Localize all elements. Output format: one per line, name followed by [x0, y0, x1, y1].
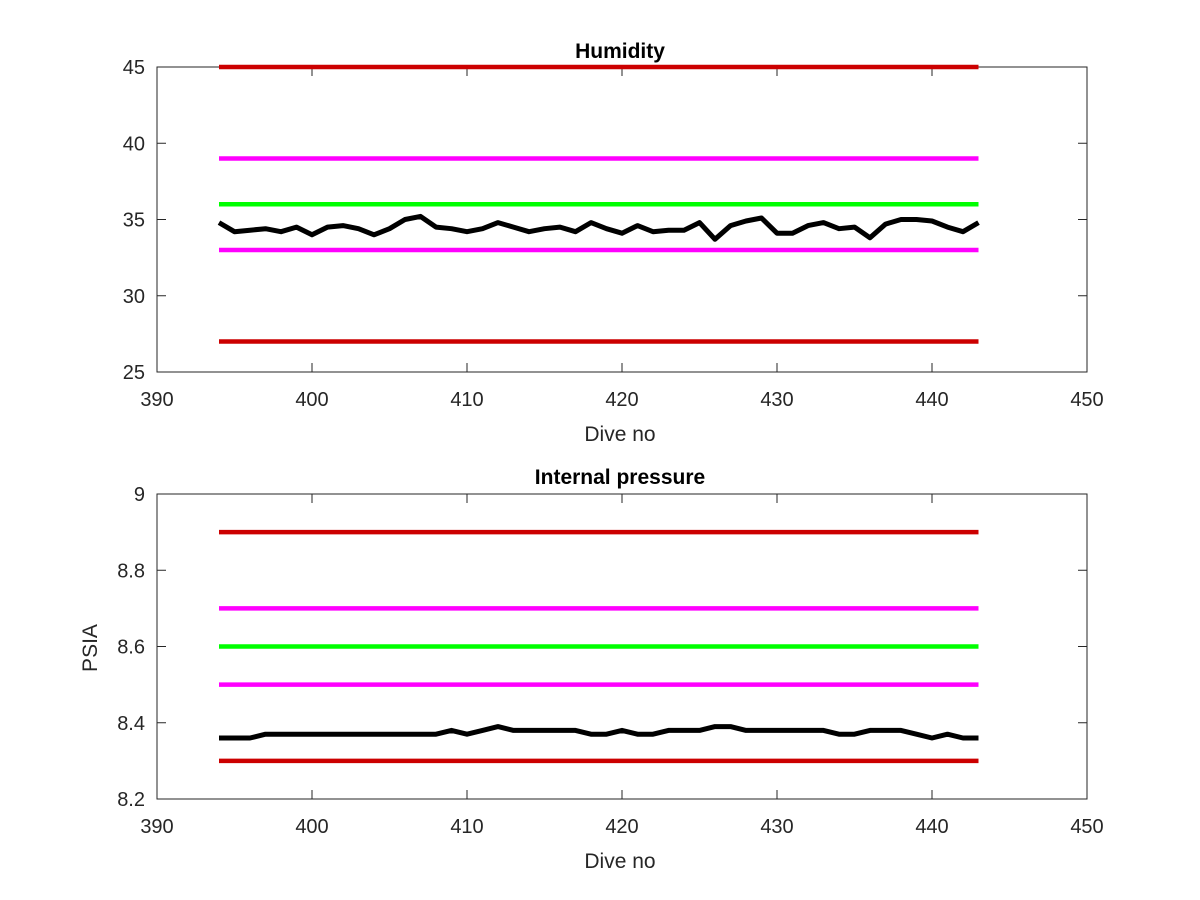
humidity-x-tick-label: 440	[915, 389, 948, 411]
humidity-panel: Humidity Dive no 390 400 410 420 430 440 450 25…	[123, 40, 1104, 446]
internal-pressure-x-tick-label: 400	[295, 816, 328, 838]
internal-pressure-x-tick-label: 450	[1070, 816, 1103, 838]
humidity-x-tick-label: 390	[140, 389, 173, 411]
internal-pressure-y-tick-label: 8.6	[117, 637, 145, 659]
internal-pressure-x-tick-label: 420	[605, 816, 638, 838]
humidity-title: Humidity	[575, 40, 665, 63]
humidity-measured-series-line	[217, 213, 980, 242]
internal-pressure-y-tick-label: 8.4	[117, 713, 145, 735]
humidity-x-tick-label: 420	[605, 389, 638, 411]
internal-pressure-y-axis-label: PSIA	[79, 624, 102, 672]
internal-pressure-x-tick-label: 410	[450, 816, 483, 838]
internal-pressure-y-tick-label: 8.2	[117, 789, 145, 811]
humidity-x-axis-label: Dive no	[584, 423, 655, 446]
humidity-y-tick-label: 45	[123, 57, 145, 79]
internal-pressure-measured-series-line	[219, 724, 979, 741]
internal-pressure-x-axis-label: Dive no	[584, 850, 655, 873]
internal-pressure-y-tick-label: 8.8	[117, 560, 145, 582]
internal-pressure-x-tick-label: 390	[140, 816, 173, 838]
humidity-x-tick-label: 410	[450, 389, 483, 411]
internal-pressure-title: Internal pressure	[535, 466, 705, 489]
internal-pressure-panel: Internal pressure Dive no PSIA 390 400 410…	[79, 466, 1104, 873]
humidity-y-tick-label: 25	[123, 362, 145, 384]
internal-pressure-x-tick-label: 430	[760, 816, 793, 838]
humidity-y-tick-label: 30	[123, 286, 145, 308]
humidity-x-tick-label: 450	[1070, 389, 1103, 411]
humidity-y-tick-label: 35	[123, 210, 145, 232]
internal-pressure-y-tick-label: 9	[134, 484, 145, 506]
humidity-x-tick-label: 400	[295, 389, 328, 411]
humidity-y-tick-label: 40	[123, 133, 145, 155]
internal-pressure-x-tick-label: 440	[915, 816, 948, 838]
humidity-x-tick-label: 430	[760, 389, 793, 411]
